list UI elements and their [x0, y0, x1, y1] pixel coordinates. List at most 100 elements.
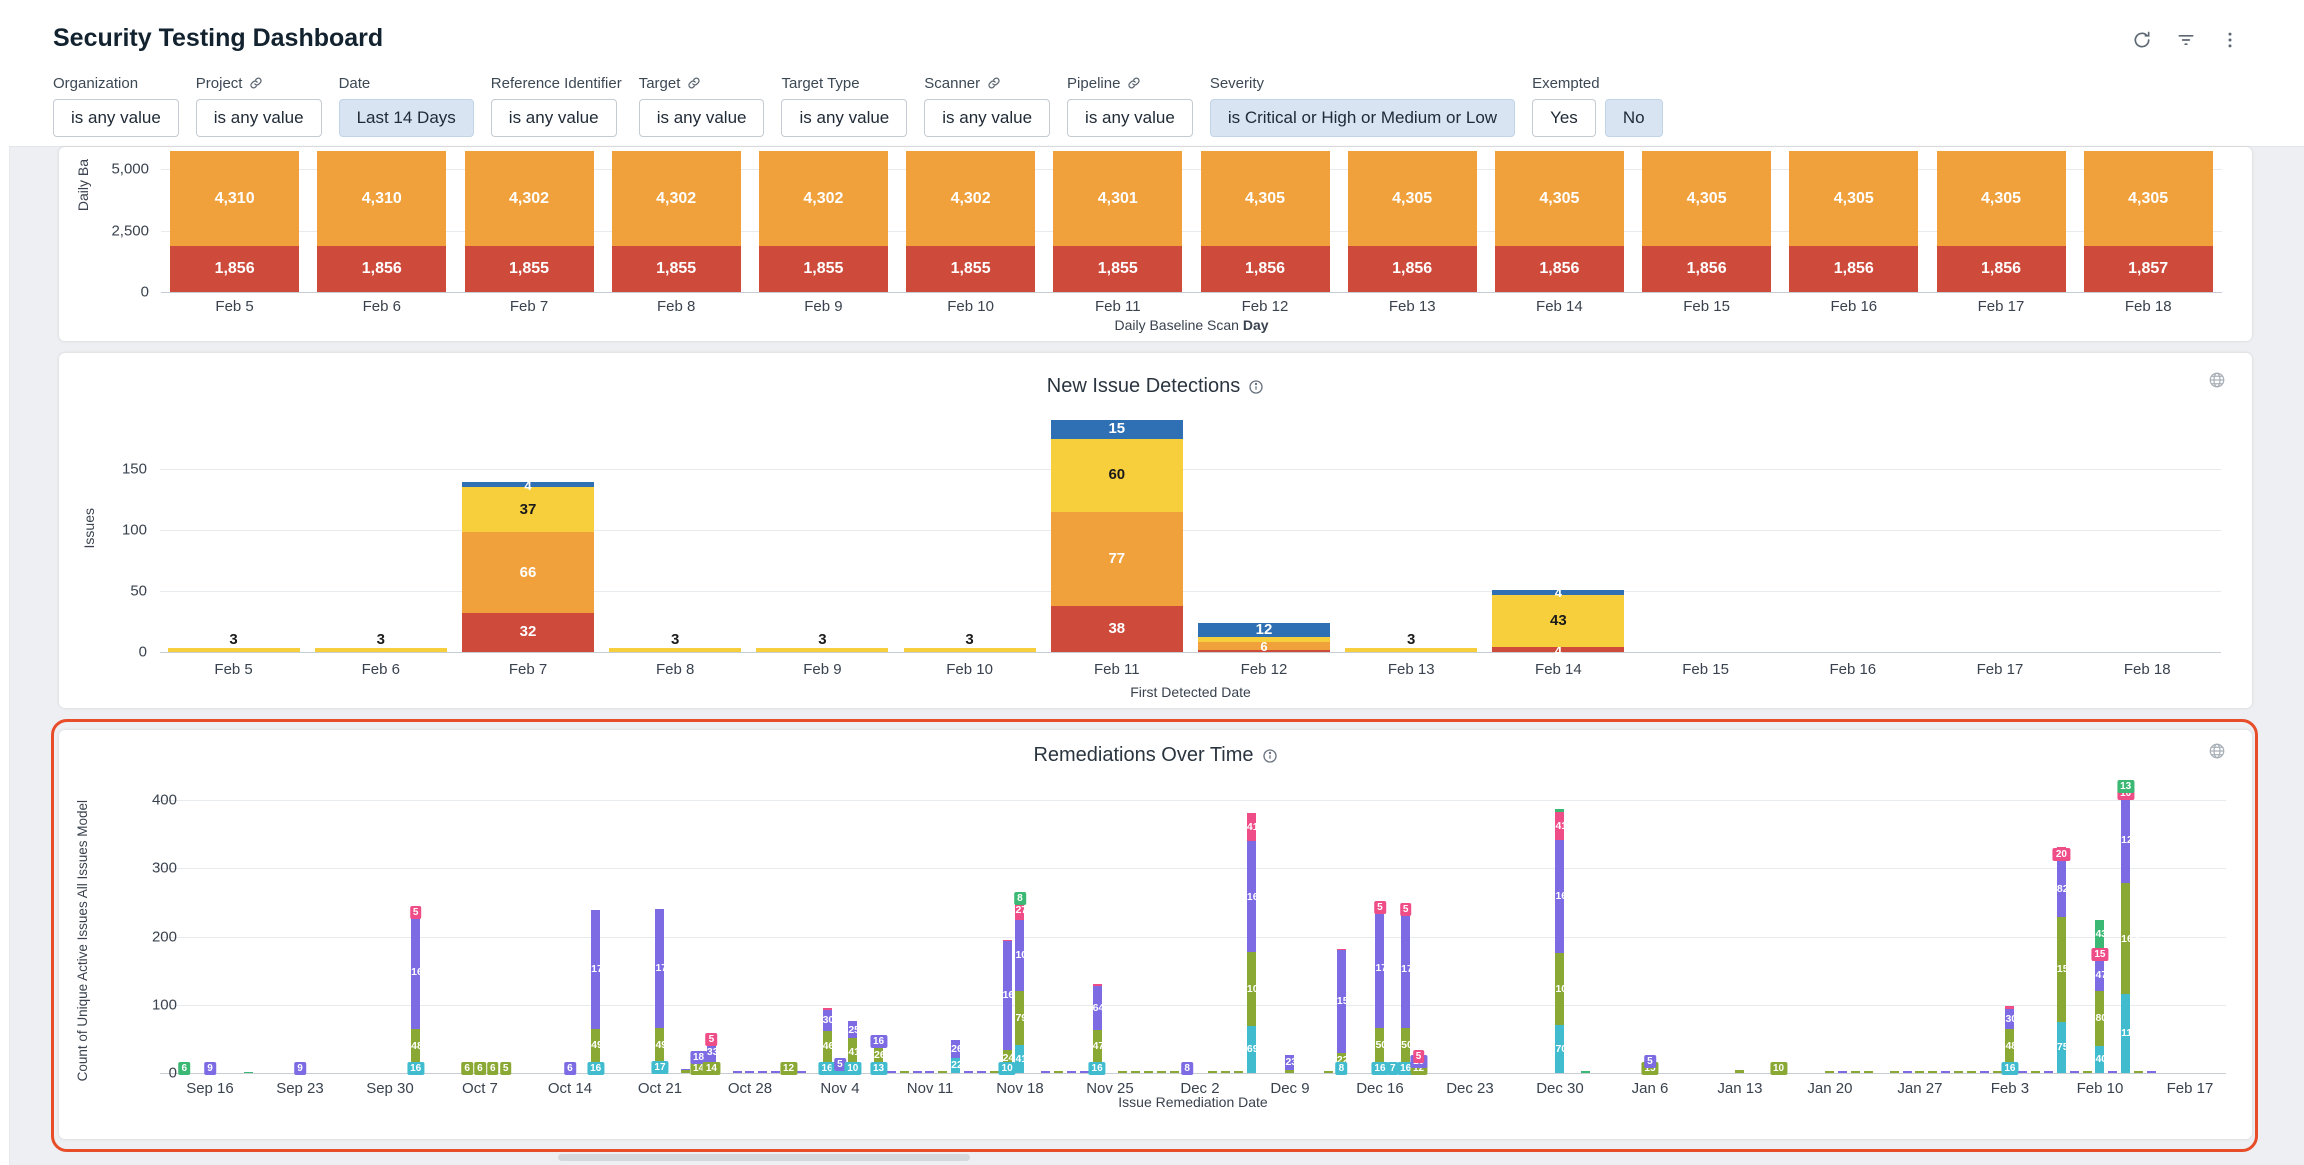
stacked-bar[interactable]: 4,301 1,855 — [1053, 151, 1183, 292]
bar-segment-olive[interactable] — [1375, 1028, 1385, 1063]
bar-segment-yellow[interactable] — [167, 648, 300, 652]
stacked-bar[interactable]: 116 162 127 10 13 — [2117, 779, 2139, 1073]
bar-segment-purple[interactable] — [2095, 959, 2105, 992]
bar-segment-red[interactable] — [1053, 246, 1183, 292]
bar-segment-teal[interactable] — [411, 1062, 421, 1073]
bar-segment-purple[interactable] — [925, 1070, 935, 1073]
stacked-bar[interactable] — [989, 1070, 999, 1073]
stacked-bar[interactable] — [732, 1070, 742, 1073]
filter-button-is-any-value[interactable]: is any value — [781, 99, 908, 137]
stacked-bar[interactable] — [1041, 1070, 1051, 1073]
stacked-bar[interactable]: 10 — [1769, 1062, 1788, 1075]
bar-segment-olive[interactable] — [1645, 1062, 1655, 1073]
bar-segment-red[interactable] — [758, 246, 888, 292]
stacked-bar[interactable] — [1864, 1070, 1874, 1073]
bar-segment-purple[interactable] — [976, 1070, 986, 1073]
stacked-bar[interactable]: 6 — [487, 1062, 499, 1075]
bar-segment-purple[interactable] — [796, 1070, 806, 1073]
bar-segment-magenta[interactable] — [2005, 1006, 2015, 1009]
stacked-bar[interactable]: 16 48 30 — [2001, 1006, 2019, 1075]
bar-segment-red[interactable] — [1789, 246, 1919, 292]
stacked-bar[interactable]: 14 33 5 — [702, 1033, 720, 1075]
bar-segment-yellow[interactable] — [462, 487, 594, 533]
filter-button-last-14-days[interactable]: Last 14 Days — [338, 99, 474, 137]
stacked-bar[interactable] — [886, 1070, 896, 1073]
bar-segment-olive[interactable] — [1144, 1070, 1154, 1073]
bar-segment-magenta[interactable] — [1645, 1057, 1655, 1060]
stacked-bar[interactable] — [771, 1070, 781, 1073]
bar-segment-purple[interactable] — [2121, 796, 2131, 884]
bar-segment-blue[interactable] — [462, 482, 594, 488]
bar-segment-olive[interactable] — [1336, 1052, 1346, 1068]
bar-segment-purple[interactable] — [771, 1070, 781, 1073]
bar-segment-orange[interactable] — [170, 151, 300, 247]
bar-segment-teal[interactable] — [2121, 993, 2131, 1073]
bar-segment-purple[interactable] — [1079, 1070, 1089, 1073]
stacked-bar[interactable] — [796, 1070, 806, 1073]
bar-segment-purple[interactable] — [874, 1035, 884, 1047]
bar-segment-olive[interactable] — [1954, 1070, 1964, 1073]
more-vert-icon[interactable] — [2218, 28, 2242, 52]
bar-segment-teal[interactable] — [1092, 1062, 1102, 1073]
bar-segment-olive[interactable] — [874, 1046, 884, 1065]
bar-segment-orange[interactable] — [1789, 151, 1919, 247]
bar-segment-olive[interactable] — [1774, 1066, 1784, 1073]
bar-segment-olive[interactable] — [2134, 1070, 2144, 1073]
bar-segment-teal[interactable] — [822, 1062, 832, 1073]
stacked-bar[interactable] — [2018, 1070, 2028, 1073]
stacked-bar[interactable] — [1915, 1070, 1925, 1073]
bar-segment-magenta[interactable] — [1182, 1064, 1192, 1068]
bar-segment-purple[interactable] — [1182, 1067, 1192, 1073]
bar-segment-blue[interactable] — [1492, 589, 1625, 595]
bar-segment-yellow[interactable] — [1345, 648, 1478, 652]
bar-segment-purple[interactable] — [912, 1070, 922, 1073]
bar-segment-magenta[interactable] — [784, 1062, 794, 1065]
bar-segment-red[interactable] — [906, 246, 1036, 292]
bar-segment-teal[interactable] — [874, 1064, 884, 1073]
stacked-bar[interactable]: 4,302 1,855 — [906, 151, 1036, 292]
filter-button-no[interactable]: No — [1604, 99, 1663, 137]
bar-segment-purple[interactable] — [758, 1070, 768, 1073]
bar-segment-purple[interactable] — [655, 908, 665, 1028]
stacked-bar[interactable] — [1234, 1070, 1244, 1073]
bar-segment-olive[interactable] — [989, 1070, 999, 1073]
stacked-bar[interactable] — [745, 1070, 755, 1073]
bar-segment-purple[interactable] — [822, 1010, 832, 1031]
bar-segment-purple[interactable] — [1246, 841, 1256, 953]
stacked-bar[interactable]: 6 — [461, 1062, 473, 1075]
bar-segment-purple[interactable] — [1774, 1064, 1784, 1067]
bar-segment-yellow[interactable] — [1198, 637, 1330, 643]
bar-segment-olive[interactable] — [899, 1070, 909, 1073]
stacked-bar[interactable] — [938, 1070, 948, 1073]
bar-segment-magenta[interactable] — [1246, 813, 1256, 842]
bar-segment-magenta[interactable] — [2121, 789, 2131, 797]
horizontal-scrollbar[interactable] — [558, 1154, 970, 1161]
bar-segment-magenta[interactable] — [475, 1067, 485, 1069]
bar-segment-olive[interactable] — [1928, 1070, 1938, 1073]
bar-segment-blue[interactable] — [1050, 420, 1183, 439]
stacked-bar[interactable] — [1825, 1070, 1835, 1073]
bar-segment-olive[interactable] — [2082, 1070, 2092, 1073]
bar-segment-orange[interactable] — [1200, 151, 1330, 247]
bar-segment-olive[interactable] — [1825, 1070, 1835, 1073]
stacked-bar[interactable]: 10 24 160 — [998, 940, 1020, 1075]
bar-segment-olive[interactable] — [462, 1068, 472, 1073]
stacked-bar[interactable] — [1902, 1070, 1912, 1073]
bar-segment-purple[interactable] — [295, 1066, 305, 1073]
bar-segment-magenta[interactable] — [1002, 940, 1012, 941]
bar-segment-yellow[interactable] — [903, 648, 1036, 652]
stacked-bar[interactable] — [2082, 1070, 2092, 1073]
bar-segment-purple[interactable] — [951, 1040, 961, 1058]
stacked-bar[interactable] — [1324, 1070, 1334, 1073]
bar-segment-magenta[interactable] — [295, 1064, 305, 1067]
stacked-bar[interactable] — [681, 1068, 691, 1073]
bar-segment-olive[interactable] — [1169, 1070, 1179, 1073]
bar-segment-purple[interactable] — [1336, 950, 1346, 1053]
stacked-bar[interactable]: 17 49 175 — [651, 908, 673, 1075]
stacked-bar[interactable]: 4,310 1,856 — [317, 151, 447, 292]
bar-segment-magenta[interactable] — [488, 1067, 498, 1069]
bar-segment-olive[interactable] — [681, 1070, 691, 1073]
bar-segment-teal[interactable] — [1002, 1066, 1012, 1073]
bar-segment-magenta[interactable] — [2095, 948, 2105, 960]
stacked-bar[interactable] — [1735, 1070, 1745, 1073]
